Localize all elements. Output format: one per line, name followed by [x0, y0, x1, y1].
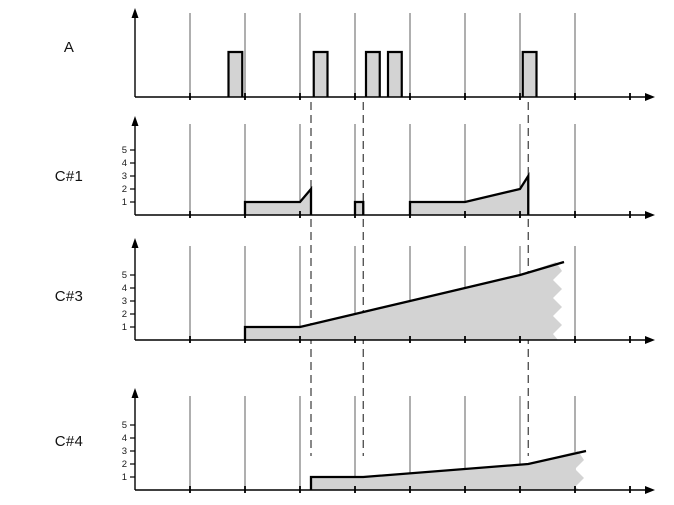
axes-row-C#4: 1 2 3 4 5 — [122, 388, 655, 494]
y-tick-label: 4 — [122, 433, 127, 444]
y-tick-label: 3 — [122, 446, 127, 457]
step-series-C#3 — [243, 260, 565, 340]
axes-row-C#3: 1 2 3 4 5 — [122, 238, 655, 344]
y-tick-label: 1 — [122, 197, 127, 208]
row-label-counter-4: C#4 — [54, 433, 84, 450]
y-tick-label: 1 — [122, 322, 127, 333]
y-tick-label: 4 — [122, 283, 127, 294]
row-label-counter-3: C#3 — [54, 288, 84, 305]
y-tick-label: 3 — [122, 296, 127, 307]
axes-row-A — [131, 8, 655, 101]
y-tick-label: 5 — [122, 420, 127, 431]
dashed-reset-lines — [310, 102, 529, 456]
y-tick-label: 2 — [122, 309, 127, 320]
axes-row-C#1: 1 2 3 4 5 — [122, 116, 655, 219]
y-tick-label: 1 — [122, 472, 127, 483]
step-series-C#4 — [309, 449, 587, 490]
row-label-counter-1: C#1 — [54, 168, 84, 185]
y-tick-label: 5 — [122, 270, 127, 281]
y-tick-label: 3 — [122, 171, 127, 182]
y-tick-label: 4 — [122, 158, 127, 169]
x-gridlines — [189, 13, 576, 490]
step-series-C#1 — [243, 172, 530, 215]
row-label-signal-a: A — [63, 39, 75, 56]
y-tick-label: 2 — [122, 184, 127, 195]
y-tick-label: 2 — [122, 459, 127, 470]
y-tick-label: 5 — [122, 145, 127, 156]
pulse-train-A — [227, 50, 538, 97]
